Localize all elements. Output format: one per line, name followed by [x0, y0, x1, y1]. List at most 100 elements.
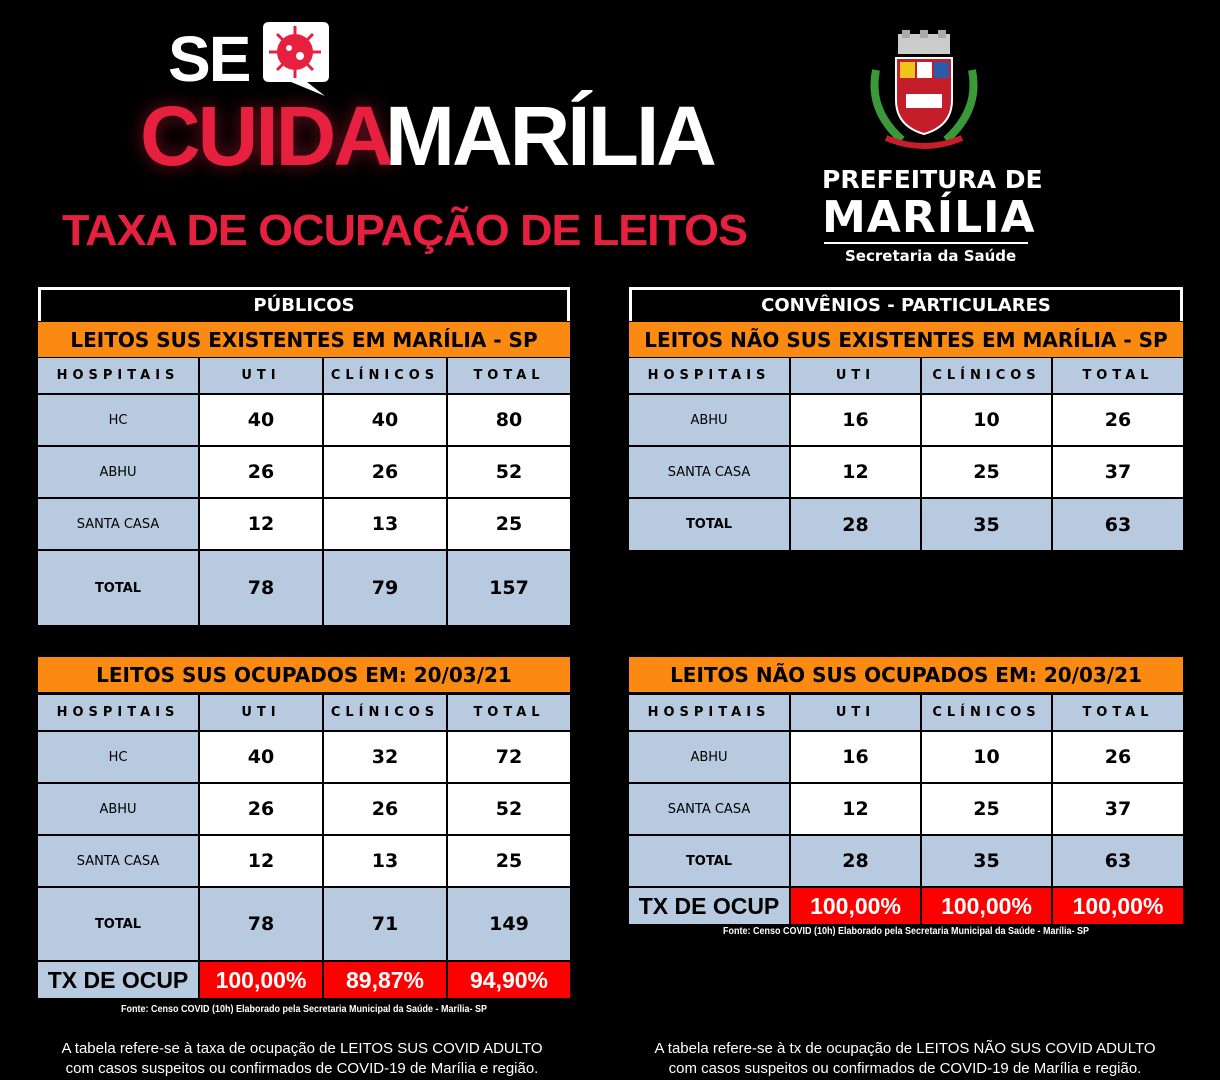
source-note: Fonte: Censo COVID (10h) Elaborado pela … [722, 926, 1090, 937]
hospital-name: HC [38, 732, 198, 782]
table-title: LEITOS SUS EXISTENTES EM MARÍLIA - SP [38, 322, 570, 357]
occupancy-rate: 100,00% [791, 888, 920, 924]
occupancy-rate: 100,00% [1053, 888, 1183, 924]
table-cell: 63 [1053, 836, 1183, 886]
occupancy-label: TX DE OCUP [38, 962, 198, 998]
occupancy-rate: 100,00% [200, 962, 322, 998]
source-note: Fonte: Censo COVID (10h) Elaborado pela … [120, 1004, 488, 1015]
table-cell: 78 [200, 551, 322, 625]
hospital-name: TOTAL [629, 836, 789, 886]
column-header-uti: UTI [791, 358, 920, 393]
column-header-total: TOTAL [448, 358, 570, 393]
occupancy-rate: 94,90% [448, 962, 570, 998]
prefeitura-city: MARÍLIA [822, 192, 1036, 243]
column-header-clínicos: CLÍNICOS [922, 358, 1051, 393]
table-cell: 26 [200, 784, 322, 834]
table-cell: 52 [448, 784, 570, 834]
section-title: CONVÊNIOS - PARTICULARES [629, 287, 1183, 321]
table-cell: 10 [922, 395, 1051, 445]
hospital-name: HC [38, 395, 198, 445]
column-header-clínicos: CLÍNICOS [922, 695, 1051, 730]
table-cell: 40 [200, 732, 322, 782]
table-cell: 10 [922, 732, 1051, 782]
footnote-line: A tabela refere-se à tx de ocupação de L… [654, 1040, 1156, 1057]
logo-se: SE [168, 23, 251, 95]
table-cell: 71 [324, 888, 446, 960]
table-cell: 52 [448, 447, 570, 497]
table-cell: 25 [922, 447, 1051, 497]
hospital-name: ABHU [629, 732, 789, 782]
column-header-total: TOTAL [1053, 358, 1183, 393]
table-cell: 13 [324, 499, 446, 549]
table-cell: 16 [791, 732, 920, 782]
table-title: LEITOS NÃO SUS OCUPADOS EM: 20/03/21 [629, 657, 1183, 692]
page-title: TAXA DE OCUPAÇÃO DE LEITOS [62, 206, 748, 255]
table-cell: 79 [324, 551, 446, 625]
table-cell: 40 [324, 395, 446, 445]
hospital-name: TOTAL [629, 499, 789, 550]
table-cell: 12 [200, 836, 322, 886]
table-cell: 40 [200, 395, 322, 445]
table-cell: 26 [200, 447, 322, 497]
hospital-name: ABHU [629, 395, 789, 445]
table-cell: 28 [791, 836, 920, 886]
column-header-total: TOTAL [1053, 695, 1183, 730]
table-cell: 35 [922, 499, 1051, 550]
table-cell: 80 [448, 395, 570, 445]
table-cell: 26 [1053, 395, 1183, 445]
occupancy-rate: 100,00% [922, 888, 1051, 924]
hospital-name: ABHU [38, 447, 198, 497]
table-title: LEITOS SUS OCUPADOS EM: 20/03/21 [38, 657, 570, 692]
secretaria-label: Secretaria da Saúde [845, 247, 1017, 265]
table-cell: 13 [324, 836, 446, 886]
divider [824, 242, 1028, 244]
table-cell: 25 [448, 499, 570, 549]
column-header-clínicos: CLÍNICOS [324, 358, 446, 393]
hospital-name: SANTA CASA [629, 447, 789, 497]
occupancy-label: TX DE OCUP [629, 888, 789, 924]
table-cell: 32 [324, 732, 446, 782]
table-cell: 25 [448, 836, 570, 886]
table-cell: 25 [922, 784, 1051, 834]
footnote-line: A tabela refere-se à taxa de ocupação de… [61, 1040, 543, 1057]
section-title: PÚBLICOS [38, 287, 570, 321]
table-cell: 72 [448, 732, 570, 782]
table-cell: 28 [791, 499, 920, 550]
logo-marilia: MARÍLIA [385, 89, 717, 183]
footnote-line: com casos suspeitos ou confirmados de CO… [65, 1060, 539, 1077]
prefeitura-label: PREFEITURA DE [822, 165, 1043, 194]
coat-of-arms-icon [870, 30, 978, 149]
hospital-name: ABHU [38, 784, 198, 834]
hospital-name: SANTA CASA [38, 499, 198, 549]
footnote-line: com casos suspeitos ou confirmados de CO… [668, 1060, 1142, 1077]
column-header-uti: UTI [200, 358, 322, 393]
table-cell: 16 [791, 395, 920, 445]
table-cell: 26 [324, 447, 446, 497]
hospital-name: TOTAL [38, 888, 198, 960]
column-header-uti: UTI [200, 695, 322, 730]
table-cell: 26 [324, 784, 446, 834]
hospital-name: TOTAL [38, 551, 198, 625]
table-cell: 35 [922, 836, 1051, 886]
logo-cuida: CUIDA [140, 89, 394, 183]
table-cell: 26 [1053, 732, 1183, 782]
column-header-hospitais: HOSPITAIS [629, 695, 789, 730]
table-cell: 12 [200, 499, 322, 549]
column-header-hospitais: HOSPITAIS [629, 358, 789, 393]
hospital-name: SANTA CASA [629, 784, 789, 834]
table-cell: 78 [200, 888, 322, 960]
table-cell: 12 [791, 447, 920, 497]
table-cell: 37 [1053, 447, 1183, 497]
column-header-hospitais: HOSPITAIS [38, 695, 198, 730]
virus-icon [263, 22, 329, 96]
column-header-hospitais: HOSPITAIS [38, 358, 198, 393]
occupancy-rate: 89,87% [324, 962, 446, 998]
table-title: LEITOS NÃO SUS EXISTENTES EM MARÍLIA - S… [629, 322, 1183, 357]
column-header-uti: UTI [791, 695, 920, 730]
table-cell: 149 [448, 888, 570, 960]
column-header-clínicos: CLÍNICOS [324, 695, 446, 730]
hospital-name: SANTA CASA [38, 836, 198, 886]
table-cell: 12 [791, 784, 920, 834]
table-cell: 37 [1053, 784, 1183, 834]
